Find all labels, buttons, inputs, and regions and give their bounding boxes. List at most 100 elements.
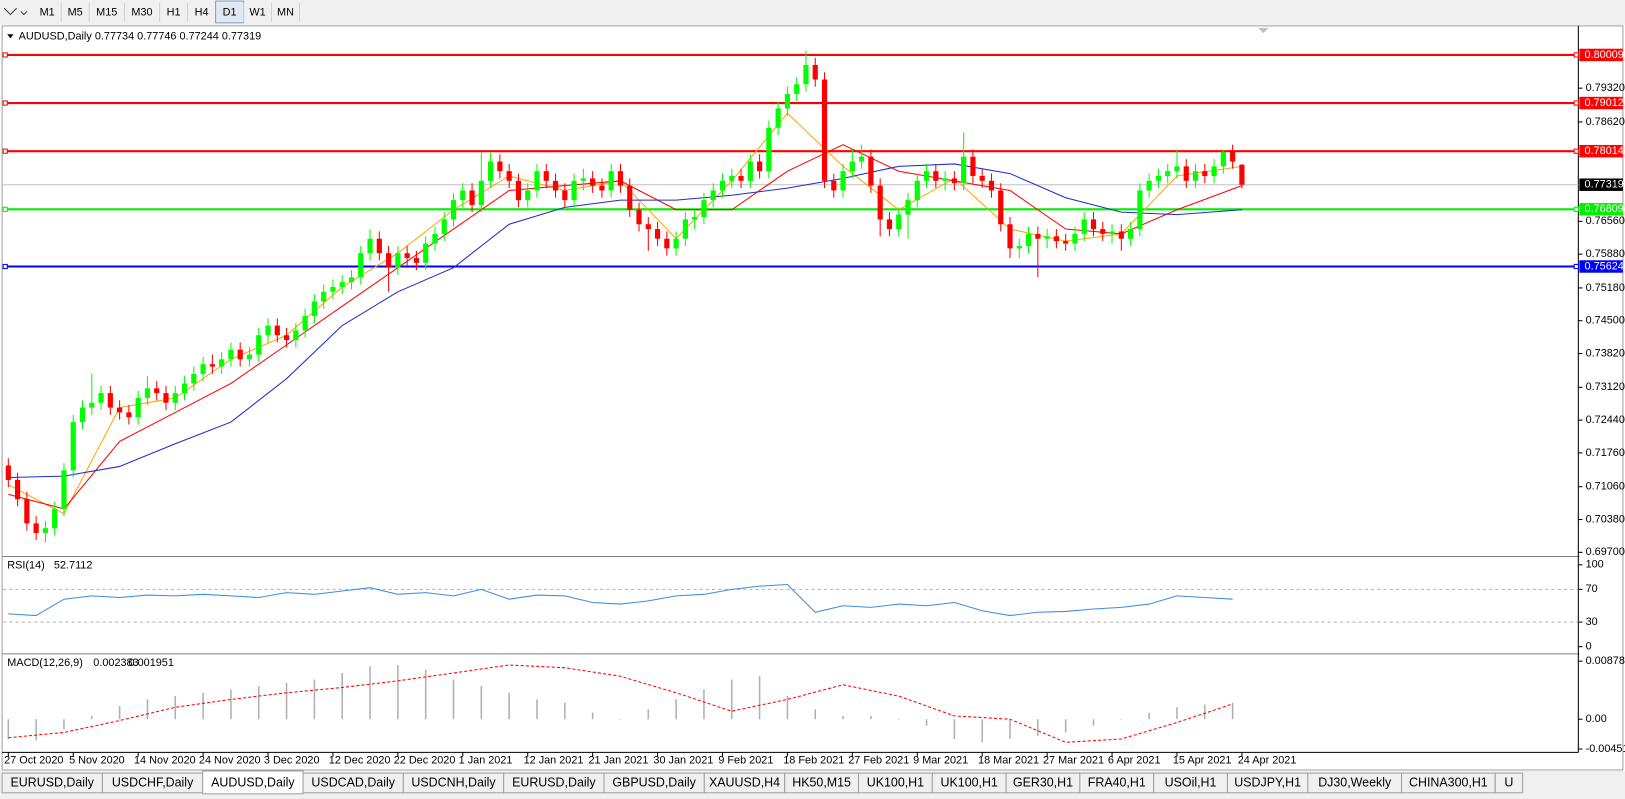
candle-body bbox=[497, 161, 503, 172]
candle-body bbox=[117, 407, 123, 413]
candle-body bbox=[302, 315, 308, 331]
timeframe-button[interactable]: M1 bbox=[40, 6, 55, 18]
timeframe-button[interactable]: D1 bbox=[223, 6, 237, 18]
tab-label[interactable]: XAUUSD,H4 bbox=[709, 776, 780, 790]
level-handle bbox=[1573, 263, 1579, 270]
candle-body bbox=[478, 180, 484, 205]
candle-body bbox=[933, 171, 939, 181]
candle-body bbox=[181, 383, 188, 394]
candle-body bbox=[784, 93, 791, 109]
macd-bar bbox=[230, 689, 232, 720]
tab-label[interactable]: UK100,H1 bbox=[867, 776, 924, 790]
timeframe-button[interactable]: H1 bbox=[167, 6, 181, 18]
timeframe-button[interactable]: M15 bbox=[96, 6, 117, 18]
tab-label[interactable]: EURUSD,Daily bbox=[512, 776, 596, 790]
candle-body bbox=[515, 180, 522, 201]
candle-body bbox=[107, 393, 113, 408]
level-handle bbox=[1573, 100, 1579, 106]
candle-body bbox=[413, 258, 420, 263]
x-tick-label: 12 Dec 2020 bbox=[329, 755, 391, 767]
tab-label[interactable]: DJ30,Weekly bbox=[1318, 776, 1392, 790]
candle-body bbox=[209, 364, 215, 367]
candle-body bbox=[98, 393, 104, 403]
candle-body bbox=[311, 301, 317, 316]
candle-body bbox=[432, 233, 438, 244]
x-tick-label: 18 Feb 2021 bbox=[783, 755, 844, 767]
candle-body bbox=[1202, 171, 1208, 176]
candle-body bbox=[914, 180, 920, 201]
y-tick-label: 0.78620 bbox=[1586, 116, 1625, 128]
macd-bar bbox=[703, 689, 705, 720]
tab-label[interactable]: GER30,H1 bbox=[1013, 776, 1073, 790]
candle-body bbox=[1044, 236, 1050, 239]
candle-body bbox=[1155, 175, 1162, 181]
candle-body bbox=[376, 238, 382, 254]
candle-body bbox=[747, 161, 753, 181]
tab-label[interactable]: USDCHF,Daily bbox=[112, 776, 194, 790]
rsi-title: RSI(14) bbox=[7, 560, 44, 572]
x-tick-label: 27 Mar 2021 bbox=[1043, 755, 1104, 767]
tab-label[interactable]: USDCNH,Daily bbox=[411, 776, 496, 790]
candle-body bbox=[599, 185, 605, 191]
tab-label[interactable]: USDCAD,Daily bbox=[311, 776, 395, 790]
candle-body bbox=[367, 238, 373, 254]
candle-body bbox=[849, 161, 855, 172]
y-tick-label: 0.75880 bbox=[1586, 248, 1625, 260]
macd-bar bbox=[480, 686, 483, 720]
candle-body bbox=[970, 156, 976, 176]
candle-body bbox=[1072, 233, 1078, 244]
candle-body bbox=[33, 523, 39, 534]
timeframe-button[interactable]: M5 bbox=[68, 6, 83, 18]
level-label: 0.80009 bbox=[1585, 49, 1624, 61]
candle-body bbox=[469, 190, 475, 205]
tab-label[interactable]: USDJPY,H1 bbox=[1234, 776, 1301, 790]
candle-body bbox=[348, 277, 355, 283]
candle-body bbox=[951, 178, 957, 184]
tab-label[interactable]: USOil,H1 bbox=[1165, 776, 1217, 790]
candle-body bbox=[70, 422, 76, 471]
y-tick-label: 0.71760 bbox=[1586, 447, 1625, 459]
candle-body bbox=[645, 224, 651, 230]
macd-bar bbox=[897, 719, 900, 720]
macd-bar bbox=[257, 686, 260, 720]
timeframe-button[interactable]: W1 bbox=[249, 6, 265, 18]
tab-label[interactable]: CHINA300,H1 bbox=[1409, 776, 1488, 790]
candle-body bbox=[79, 407, 86, 423]
level-label: 0.78014 bbox=[1585, 145, 1624, 157]
candle-body bbox=[682, 219, 688, 239]
candle-body bbox=[237, 349, 243, 360]
tab-label[interactable]: HK50,M15 bbox=[792, 776, 851, 790]
candle-body bbox=[729, 175, 735, 181]
level-handle bbox=[2, 263, 8, 270]
tab-label[interactable]: UK100,H1 bbox=[941, 776, 998, 790]
tab-label[interactable]: GBPUSD,Daily bbox=[612, 776, 696, 790]
candle-body bbox=[580, 178, 586, 181]
tab-label[interactable]: AUDUSD,Daily bbox=[211, 776, 295, 790]
y-tick-label: 0 bbox=[1586, 641, 1592, 653]
macd-bar bbox=[1231, 702, 1234, 720]
y-tick-label: 0.75180 bbox=[1586, 282, 1625, 294]
candle-body bbox=[1146, 180, 1152, 191]
x-tick-label: 5 Nov 2020 bbox=[69, 755, 125, 767]
macd-bar bbox=[564, 702, 566, 720]
candle-body bbox=[460, 190, 466, 201]
tab[interactable] bbox=[1494, 772, 1524, 794]
tab-label[interactable]: EURUSD,Daily bbox=[11, 776, 95, 790]
candle-body bbox=[1239, 164, 1245, 185]
y-tick-label: 30 bbox=[1586, 616, 1598, 628]
macd-bar bbox=[91, 715, 93, 720]
candle-body bbox=[1100, 229, 1106, 234]
tab-label[interactable]: U bbox=[1504, 776, 1513, 790]
tab-label[interactable]: FRA40,H1 bbox=[1088, 776, 1146, 790]
timeframe-button[interactable]: H4 bbox=[195, 6, 209, 18]
macd-bar bbox=[814, 709, 817, 720]
level-handle bbox=[2, 100, 8, 106]
macd-bar bbox=[925, 719, 928, 726]
candle-body bbox=[571, 180, 577, 201]
candle-body bbox=[441, 219, 447, 234]
candle-body bbox=[1165, 171, 1171, 176]
candle-body bbox=[5, 465, 11, 480]
timeframe-button[interactable]: MN bbox=[277, 6, 294, 18]
timeframe-button[interactable]: M30 bbox=[131, 6, 152, 18]
candle-body bbox=[1063, 241, 1069, 244]
